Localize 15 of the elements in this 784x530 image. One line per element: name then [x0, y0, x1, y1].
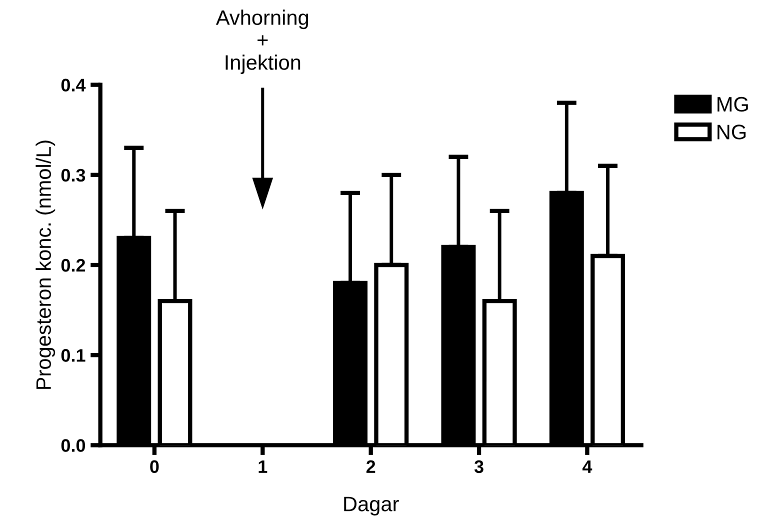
text: Avhorning + Injektion	[216, 10, 308, 74]
y-tick-label: 0.4	[61, 78, 86, 92]
y-tick-label: 0.1	[61, 349, 86, 362]
y-tick-label: 0.3	[61, 168, 86, 182]
x-tick-label: 3	[474, 460, 484, 474]
y-axis-title: Progesteron konc. (nmol/L)	[36, 140, 56, 389]
x-tick-label: 1	[258, 460, 268, 473]
x-tick-label: 2	[366, 460, 376, 473]
y-tick-label: 0.2	[61, 258, 86, 272]
legend-label: NG	[718, 124, 746, 140]
x-tick-label: 4	[582, 460, 592, 473]
x-tick-label: 0	[150, 460, 159, 474]
x-axis-title: Dagar	[344, 496, 399, 516]
y-tick-label: 0.0	[61, 439, 86, 452]
legend-label: MG	[718, 96, 748, 112]
